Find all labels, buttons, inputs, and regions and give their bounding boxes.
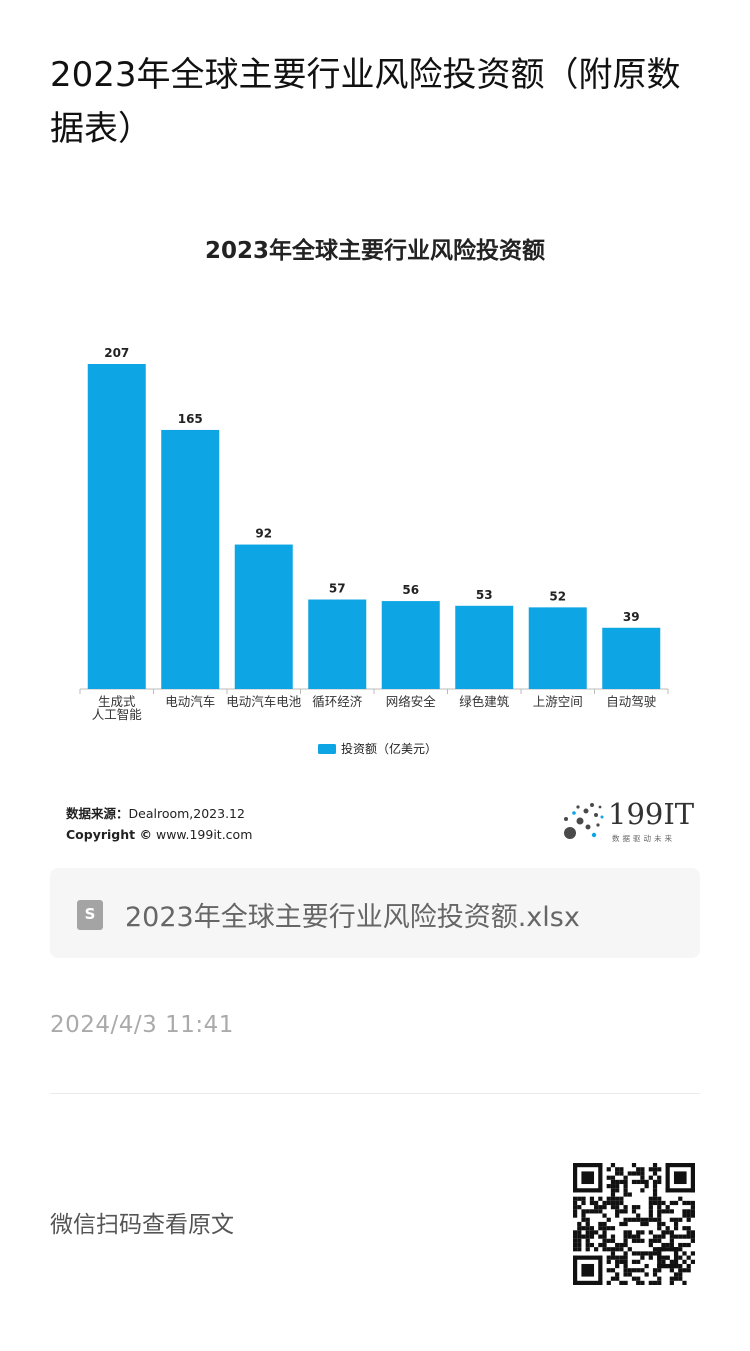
category-label: 上游空间 <box>533 694 583 709</box>
bar-value-label: 56 <box>402 583 419 597</box>
chart-title: 2023年全球主要行业风险投资额 <box>204 238 545 264</box>
chart-bar <box>308 599 367 689</box>
category-label: 电动汽车电池 <box>226 694 302 709</box>
chart-bar <box>87 364 146 689</box>
chart-bar <box>234 544 293 689</box>
spreadsheet-file-icon: S <box>77 900 103 930</box>
page-title: 2023年全球主要行业风险投资额（附原数据表） <box>50 55 681 149</box>
chart-legend: 投资额（亿美元） <box>318 741 437 756</box>
bar-value-label: 57 <box>329 582 346 596</box>
scan-to-read-text: 微信扫码查看原文 <box>50 1212 234 1238</box>
chart-image: 2023年全球主要行业风险投资额 207 生成式 人工智能 165 电动汽车 92 电动汽车… <box>0 215 750 855</box>
logo-subtitle: 数据驱动未来 <box>612 834 675 843</box>
chart-bar <box>381 601 440 689</box>
chart-bar <box>455 605 514 689</box>
publish-timestamp: 2024/4/3 11:41 <box>50 1012 234 1038</box>
bar-value-label: 207 <box>104 346 129 360</box>
data-source: 数据来源：Dealroom,2023.12 Copyright © www.19… <box>66 803 252 845</box>
copyright-value: www.199it.com <box>155 827 253 842</box>
logo-mark-icon <box>564 803 604 839</box>
attachment-file-card[interactable]: S 2023年全球主要行业风险投资额.xlsx <box>50 868 700 958</box>
chart-bar <box>528 607 587 689</box>
chart-bar <box>161 429 220 689</box>
copyright-label: Copyright © <box>66 827 152 842</box>
bar-value-label: 165 <box>178 412 203 426</box>
category-label: 循环经济 <box>312 694 363 709</box>
category-label: 网络安全 <box>386 694 437 709</box>
attachment-file-name[interactable]: 2023年全球主要行业风险投资额.xlsx <box>125 902 580 933</box>
199it-logo: 199IT 数据驱动未来 <box>558 797 698 847</box>
legend-swatch <box>318 744 336 754</box>
bar-value-label: 39 <box>623 610 640 624</box>
source-value: Dealroom,2023.12 <box>128 806 245 821</box>
category-label: 自动驾驶 <box>606 694 657 709</box>
bar-value-label: 52 <box>549 589 566 603</box>
file-icon-letter: S <box>84 905 96 923</box>
chart-bar <box>602 627 661 689</box>
category-label: 生成式 <box>98 694 136 709</box>
category-label: 电动汽车 <box>165 694 215 709</box>
category-label: 人工智能 <box>92 707 143 722</box>
bar-value-label: 53 <box>476 588 493 602</box>
bar-value-label: 92 <box>255 527 272 541</box>
logo-text: 199IT <box>608 797 695 831</box>
legend-label: 投资额（亿美元） <box>341 741 437 756</box>
category-label: 绿色建筑 <box>459 694 510 709</box>
qr-code-icon[interactable] <box>573 1163 695 1285</box>
divider <box>50 1093 700 1094</box>
source-label: 数据来源： <box>66 806 129 821</box>
